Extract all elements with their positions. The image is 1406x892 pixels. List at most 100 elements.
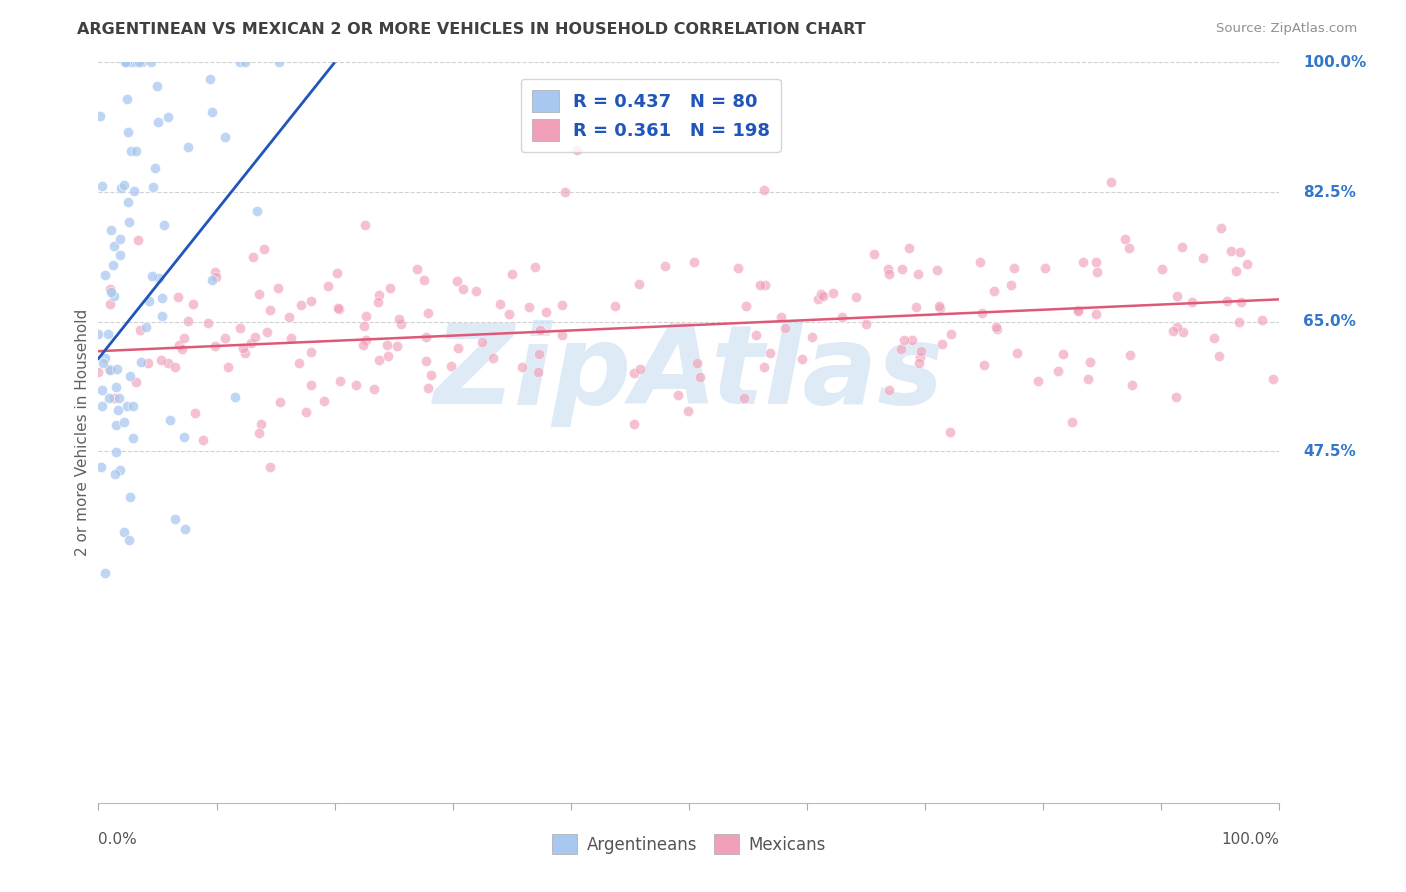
Point <box>299 344 322 359</box>
Point <box>807 292 830 306</box>
Point <box>127 233 149 247</box>
Point <box>811 289 834 303</box>
Point <box>91 383 114 397</box>
Point <box>754 277 776 292</box>
Point <box>1216 294 1239 309</box>
Point <box>969 255 991 269</box>
Point <box>197 316 219 330</box>
Point <box>413 273 436 287</box>
Point <box>104 380 127 394</box>
Point <box>259 459 281 474</box>
Point <box>128 323 150 337</box>
Point <box>415 330 437 344</box>
Point <box>939 327 962 342</box>
Point <box>928 301 950 316</box>
Point <box>1026 374 1049 388</box>
Point <box>165 512 187 526</box>
Point <box>683 255 706 269</box>
Text: 100.0%: 100.0% <box>1222 832 1279 847</box>
Point <box>217 359 239 374</box>
Point <box>267 55 290 70</box>
Point <box>94 351 117 365</box>
Point <box>184 406 207 420</box>
Point <box>628 362 651 376</box>
Point <box>228 321 250 335</box>
Point <box>100 223 122 237</box>
Point <box>464 284 486 298</box>
Point <box>1067 303 1090 318</box>
Point <box>122 400 145 414</box>
Y-axis label: 2 or more Vehicles in Household: 2 or more Vehicles in Household <box>75 309 90 557</box>
Point <box>910 343 932 358</box>
Text: 47.5%: 47.5% <box>1303 443 1355 458</box>
Point <box>139 55 162 70</box>
Point <box>1229 245 1251 260</box>
Point <box>689 370 711 384</box>
Point <box>1114 232 1136 246</box>
Point <box>628 277 651 291</box>
Point <box>110 180 132 194</box>
Point <box>759 346 782 360</box>
Point <box>136 356 159 370</box>
Point <box>108 391 131 405</box>
Text: 100.0%: 100.0% <box>1303 55 1367 70</box>
Point <box>1166 320 1188 334</box>
Text: 0.0%: 0.0% <box>98 832 138 847</box>
Point <box>1099 175 1122 189</box>
Point <box>931 337 953 351</box>
Point <box>214 129 236 144</box>
Point <box>527 346 550 360</box>
Point <box>125 144 148 158</box>
Point <box>1181 294 1204 309</box>
Point <box>550 298 572 312</box>
Point <box>112 415 135 429</box>
Point <box>89 109 111 123</box>
Point <box>233 346 256 360</box>
Point <box>1084 255 1107 269</box>
Point <box>247 287 270 301</box>
Point <box>201 273 224 287</box>
Point <box>97 362 120 376</box>
Point <box>97 326 120 341</box>
Point <box>907 268 929 282</box>
Point <box>529 323 551 337</box>
Point <box>98 363 121 377</box>
Point <box>1119 348 1142 362</box>
Point <box>239 335 262 350</box>
Point <box>603 299 626 313</box>
Point <box>156 110 179 124</box>
Point <box>983 284 1005 298</box>
Point <box>1192 251 1215 265</box>
Point <box>115 399 138 413</box>
Point <box>117 195 139 210</box>
Point <box>623 366 645 380</box>
Legend: Argentineans, Mexicans: Argentineans, Mexicans <box>546 828 832 861</box>
Point <box>299 378 322 392</box>
Point <box>124 55 146 70</box>
Point <box>201 105 224 120</box>
Point <box>890 261 912 276</box>
Point <box>353 318 375 333</box>
Point <box>149 352 172 367</box>
Point <box>267 280 290 294</box>
Point <box>131 55 153 70</box>
Point <box>259 303 281 318</box>
Point <box>224 390 246 404</box>
Point <box>754 360 776 375</box>
Point <box>232 342 254 356</box>
Point <box>94 268 117 282</box>
Point <box>118 491 141 505</box>
Point <box>91 355 114 369</box>
Point <box>152 310 174 324</box>
Point <box>550 327 572 342</box>
Point <box>377 349 399 363</box>
Point <box>524 260 547 274</box>
Point <box>142 180 165 194</box>
Point <box>122 184 145 198</box>
Point <box>1166 289 1188 303</box>
Point <box>749 277 772 292</box>
Point <box>986 322 1008 336</box>
Point <box>246 203 269 218</box>
Point <box>801 330 824 344</box>
Point <box>354 219 377 233</box>
